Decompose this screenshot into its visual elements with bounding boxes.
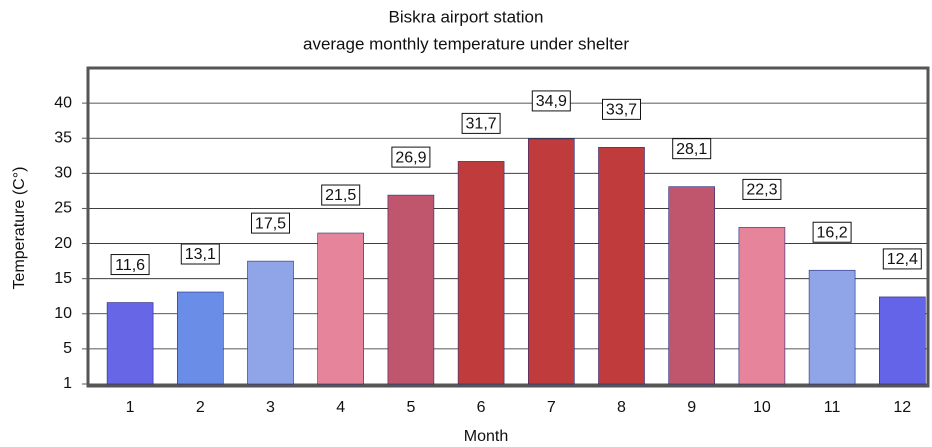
x-tick-label: 7 [547,399,556,416]
data-label-box [742,178,782,200]
data-label-box [461,112,501,134]
data-label-box [882,248,922,270]
bar [387,194,435,385]
y-tick-label: 25 [54,200,72,217]
y-tick-label: 20 [54,235,72,252]
y-tick-label: 40 [54,94,72,111]
x-axis-title: Month [464,428,508,445]
data-label-box [602,98,641,120]
data-label-box [672,138,712,160]
bar [598,147,645,385]
bar [668,186,716,385]
plot-frame [86,66,930,388]
y-axis-title: Temperature (C°) [11,167,28,290]
data-label-box [391,146,431,168]
x-tick-label: 5 [406,399,415,416]
bar [247,260,294,385]
x-tick-label: 4 [336,399,345,416]
y-tick-label: 10 [54,305,72,322]
x-tick-label: 1 [126,399,135,416]
bar [878,296,926,385]
data-label-box [531,90,571,112]
x-tick-label: 8 [617,399,626,416]
x-tick-label: 12 [893,399,911,416]
y-tick-label: 35 [54,129,72,146]
data-label: 17,5 [255,215,286,232]
bar [177,291,224,385]
x-tick-label: 11 [824,399,841,416]
data-label: 34,9 [536,93,567,110]
x-tick-label: 3 [266,399,275,416]
x-tick-label: 9 [687,399,696,416]
data-label: 13,1 [185,246,216,263]
y-tick-label: 5 [63,340,72,357]
data-label-box [321,184,361,206]
data-label: 26,9 [395,149,426,166]
bar [457,161,505,385]
data-label-box [180,243,220,265]
data-label: 31,7 [466,116,497,133]
data-label: 12,4 [887,251,918,268]
data-label: 22,3 [746,182,777,199]
data-label-box [251,212,290,234]
data-label-box [812,221,852,243]
data-label: 33,7 [606,102,637,119]
data-label: 16,2 [817,224,848,241]
data-label: 28,1 [676,141,707,158]
chart-title: Biskra airport station [389,7,544,26]
bar [106,302,154,385]
x-tick-label: 10 [753,399,771,416]
y-tick-label: 1 [63,375,72,392]
data-label: 11,6 [115,257,145,274]
y-tick-label: 15 [54,270,72,287]
bar [738,227,786,385]
x-tick-label: 2 [196,399,205,416]
data-label: 21,5 [325,187,356,204]
data-label-box [110,254,150,276]
bar [317,232,365,385]
x-tick-label: 6 [477,399,486,416]
bar [808,269,856,385]
chart-subtitle: average monthly temperature under shelte… [303,34,629,53]
y-tick-label: 30 [54,165,72,182]
bar [527,138,575,385]
